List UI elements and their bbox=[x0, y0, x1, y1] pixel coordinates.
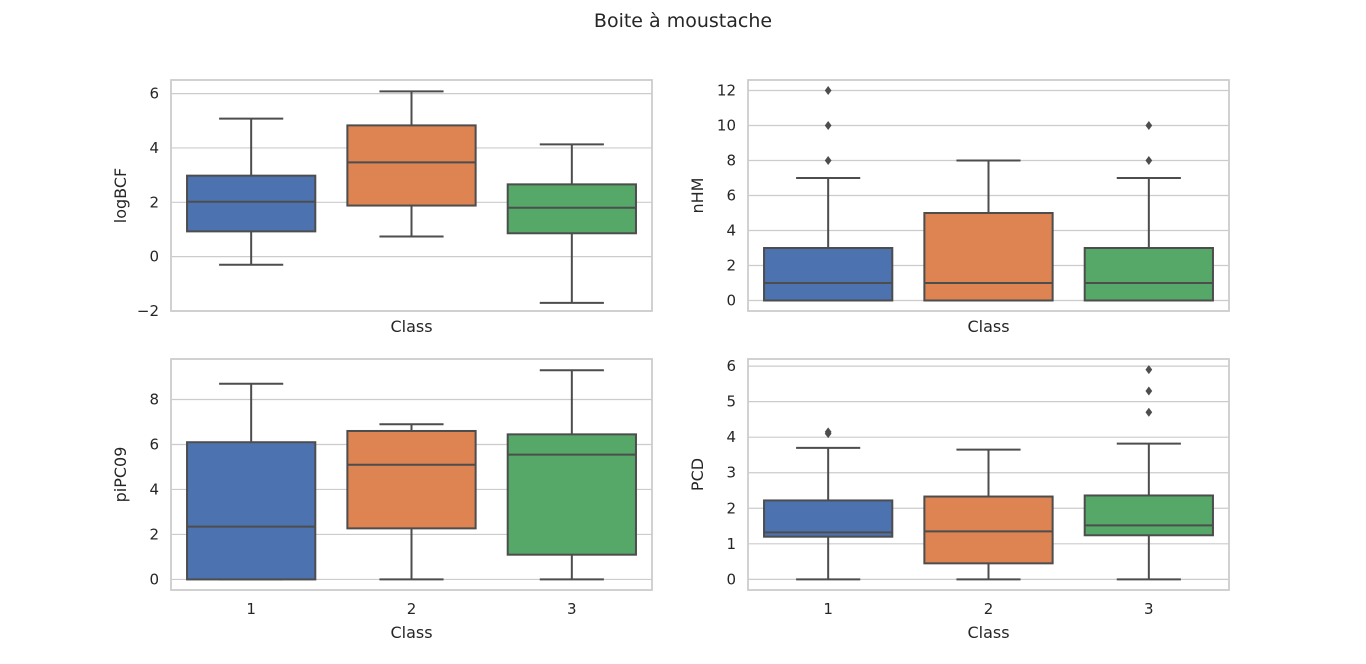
y-tick-label: 2 bbox=[149, 193, 159, 211]
plot-frame bbox=[170, 358, 653, 591]
y-tick-label: 4 bbox=[726, 222, 736, 240]
y-tick-label: 10 bbox=[717, 117, 736, 135]
box-class-2 bbox=[346, 90, 477, 238]
y-tick-label: 2 bbox=[149, 525, 159, 543]
y-tick-label: 0 bbox=[149, 570, 159, 588]
box-class-2 bbox=[346, 423, 477, 581]
box-class-3 bbox=[1083, 365, 1214, 581]
y-tick-label: 8 bbox=[149, 390, 159, 408]
y-tick-label: 12 bbox=[717, 82, 736, 100]
plot-frame bbox=[747, 358, 1230, 591]
y-tick-label: 1 bbox=[726, 535, 736, 553]
y-tick-label: 4 bbox=[149, 139, 159, 157]
outlier-point bbox=[824, 86, 832, 95]
iqr-box bbox=[763, 499, 894, 538]
x-tick-label: 2 bbox=[984, 600, 994, 618]
outlier-point bbox=[824, 427, 832, 437]
plot-frame bbox=[170, 79, 653, 312]
box-class-2 bbox=[923, 159, 1054, 302]
y-tick-label: 6 bbox=[149, 435, 159, 453]
iqr-box bbox=[506, 433, 637, 556]
subplot-grid: −20246ClasslogBCF024681012ClassnHM024681… bbox=[111, 79, 1230, 642]
x-axis-label: Class bbox=[967, 623, 1009, 642]
x-tick-label: 1 bbox=[823, 600, 833, 618]
outlier-point bbox=[824, 156, 832, 165]
y-tick-label: 0 bbox=[149, 248, 159, 266]
y-tick-label: −2 bbox=[137, 302, 159, 320]
x-axis-label: Class bbox=[967, 317, 1009, 336]
y-axis-label: logBCF bbox=[111, 168, 130, 223]
box-class-3 bbox=[506, 369, 637, 581]
subplot-nhm: 0 2 4 6 8 10 12 Class nHM bbox=[688, 79, 1230, 336]
y-tick-label: 2 bbox=[726, 257, 736, 275]
box-class-3 bbox=[1083, 121, 1214, 302]
subplot-pipc09: 0 2 4 6 8 1 2 3 Class piPC09 bbox=[111, 358, 653, 642]
iqr-box bbox=[186, 441, 317, 581]
iqr-box bbox=[923, 495, 1054, 565]
box-class-3 bbox=[506, 143, 637, 304]
y-tick-label: 6 bbox=[726, 187, 736, 205]
outlier-point bbox=[1145, 365, 1153, 375]
figure-title: Boite à moustache bbox=[594, 10, 772, 32]
x-axis-label: Class bbox=[390, 623, 432, 642]
iqr-box bbox=[1083, 494, 1214, 537]
x-tick-label: 1 bbox=[246, 600, 256, 618]
outlier-point bbox=[1145, 386, 1153, 396]
y-tick-label: 4 bbox=[149, 480, 159, 498]
x-axis-label: Class bbox=[390, 317, 432, 336]
y-axis-label: piPC09 bbox=[111, 447, 130, 503]
iqr-box bbox=[506, 183, 637, 235]
subplot-logbcf: −2 0 2 4 6 Class logBCF bbox=[111, 79, 653, 336]
iqr-box bbox=[346, 124, 477, 207]
outlier-point bbox=[824, 121, 832, 130]
y-tick-label: 6 bbox=[726, 357, 736, 375]
y-tick-label: 2 bbox=[726, 499, 736, 517]
box-class-2 bbox=[923, 448, 1054, 581]
box-class-1 bbox=[763, 427, 894, 581]
iqr-box bbox=[1083, 247, 1214, 302]
plot-frame bbox=[747, 79, 1230, 312]
y-tick-label: 0 bbox=[726, 570, 736, 588]
y-axis-label: PCD bbox=[688, 458, 707, 491]
iqr-box bbox=[763, 247, 894, 302]
y-tick-label: 4 bbox=[726, 428, 736, 446]
iqr-box bbox=[346, 429, 477, 530]
subplot-pcd: 0 1 2 3 4 5 6 1 2 3 Class PCD bbox=[688, 357, 1230, 642]
x-tick-label: 2 bbox=[407, 600, 417, 618]
outlier-point bbox=[1145, 156, 1153, 165]
y-tick-label: 5 bbox=[726, 393, 736, 411]
iqr-box bbox=[186, 174, 317, 233]
y-tick-label: 6 bbox=[149, 85, 159, 103]
y-tick-label: 8 bbox=[726, 152, 736, 170]
x-tick-label: 3 bbox=[1144, 600, 1154, 618]
box-class-1 bbox=[186, 382, 317, 581]
y-tick-label: 0 bbox=[726, 292, 736, 310]
iqr-box bbox=[923, 212, 1054, 302]
box-class-1 bbox=[186, 117, 317, 266]
outlier-point bbox=[1145, 407, 1153, 417]
y-axis-label: nHM bbox=[688, 178, 707, 214]
outlier-point bbox=[1145, 121, 1153, 130]
box-class-1 bbox=[763, 86, 894, 302]
x-tick-label: 3 bbox=[567, 600, 577, 618]
y-tick-label: 3 bbox=[726, 464, 736, 482]
